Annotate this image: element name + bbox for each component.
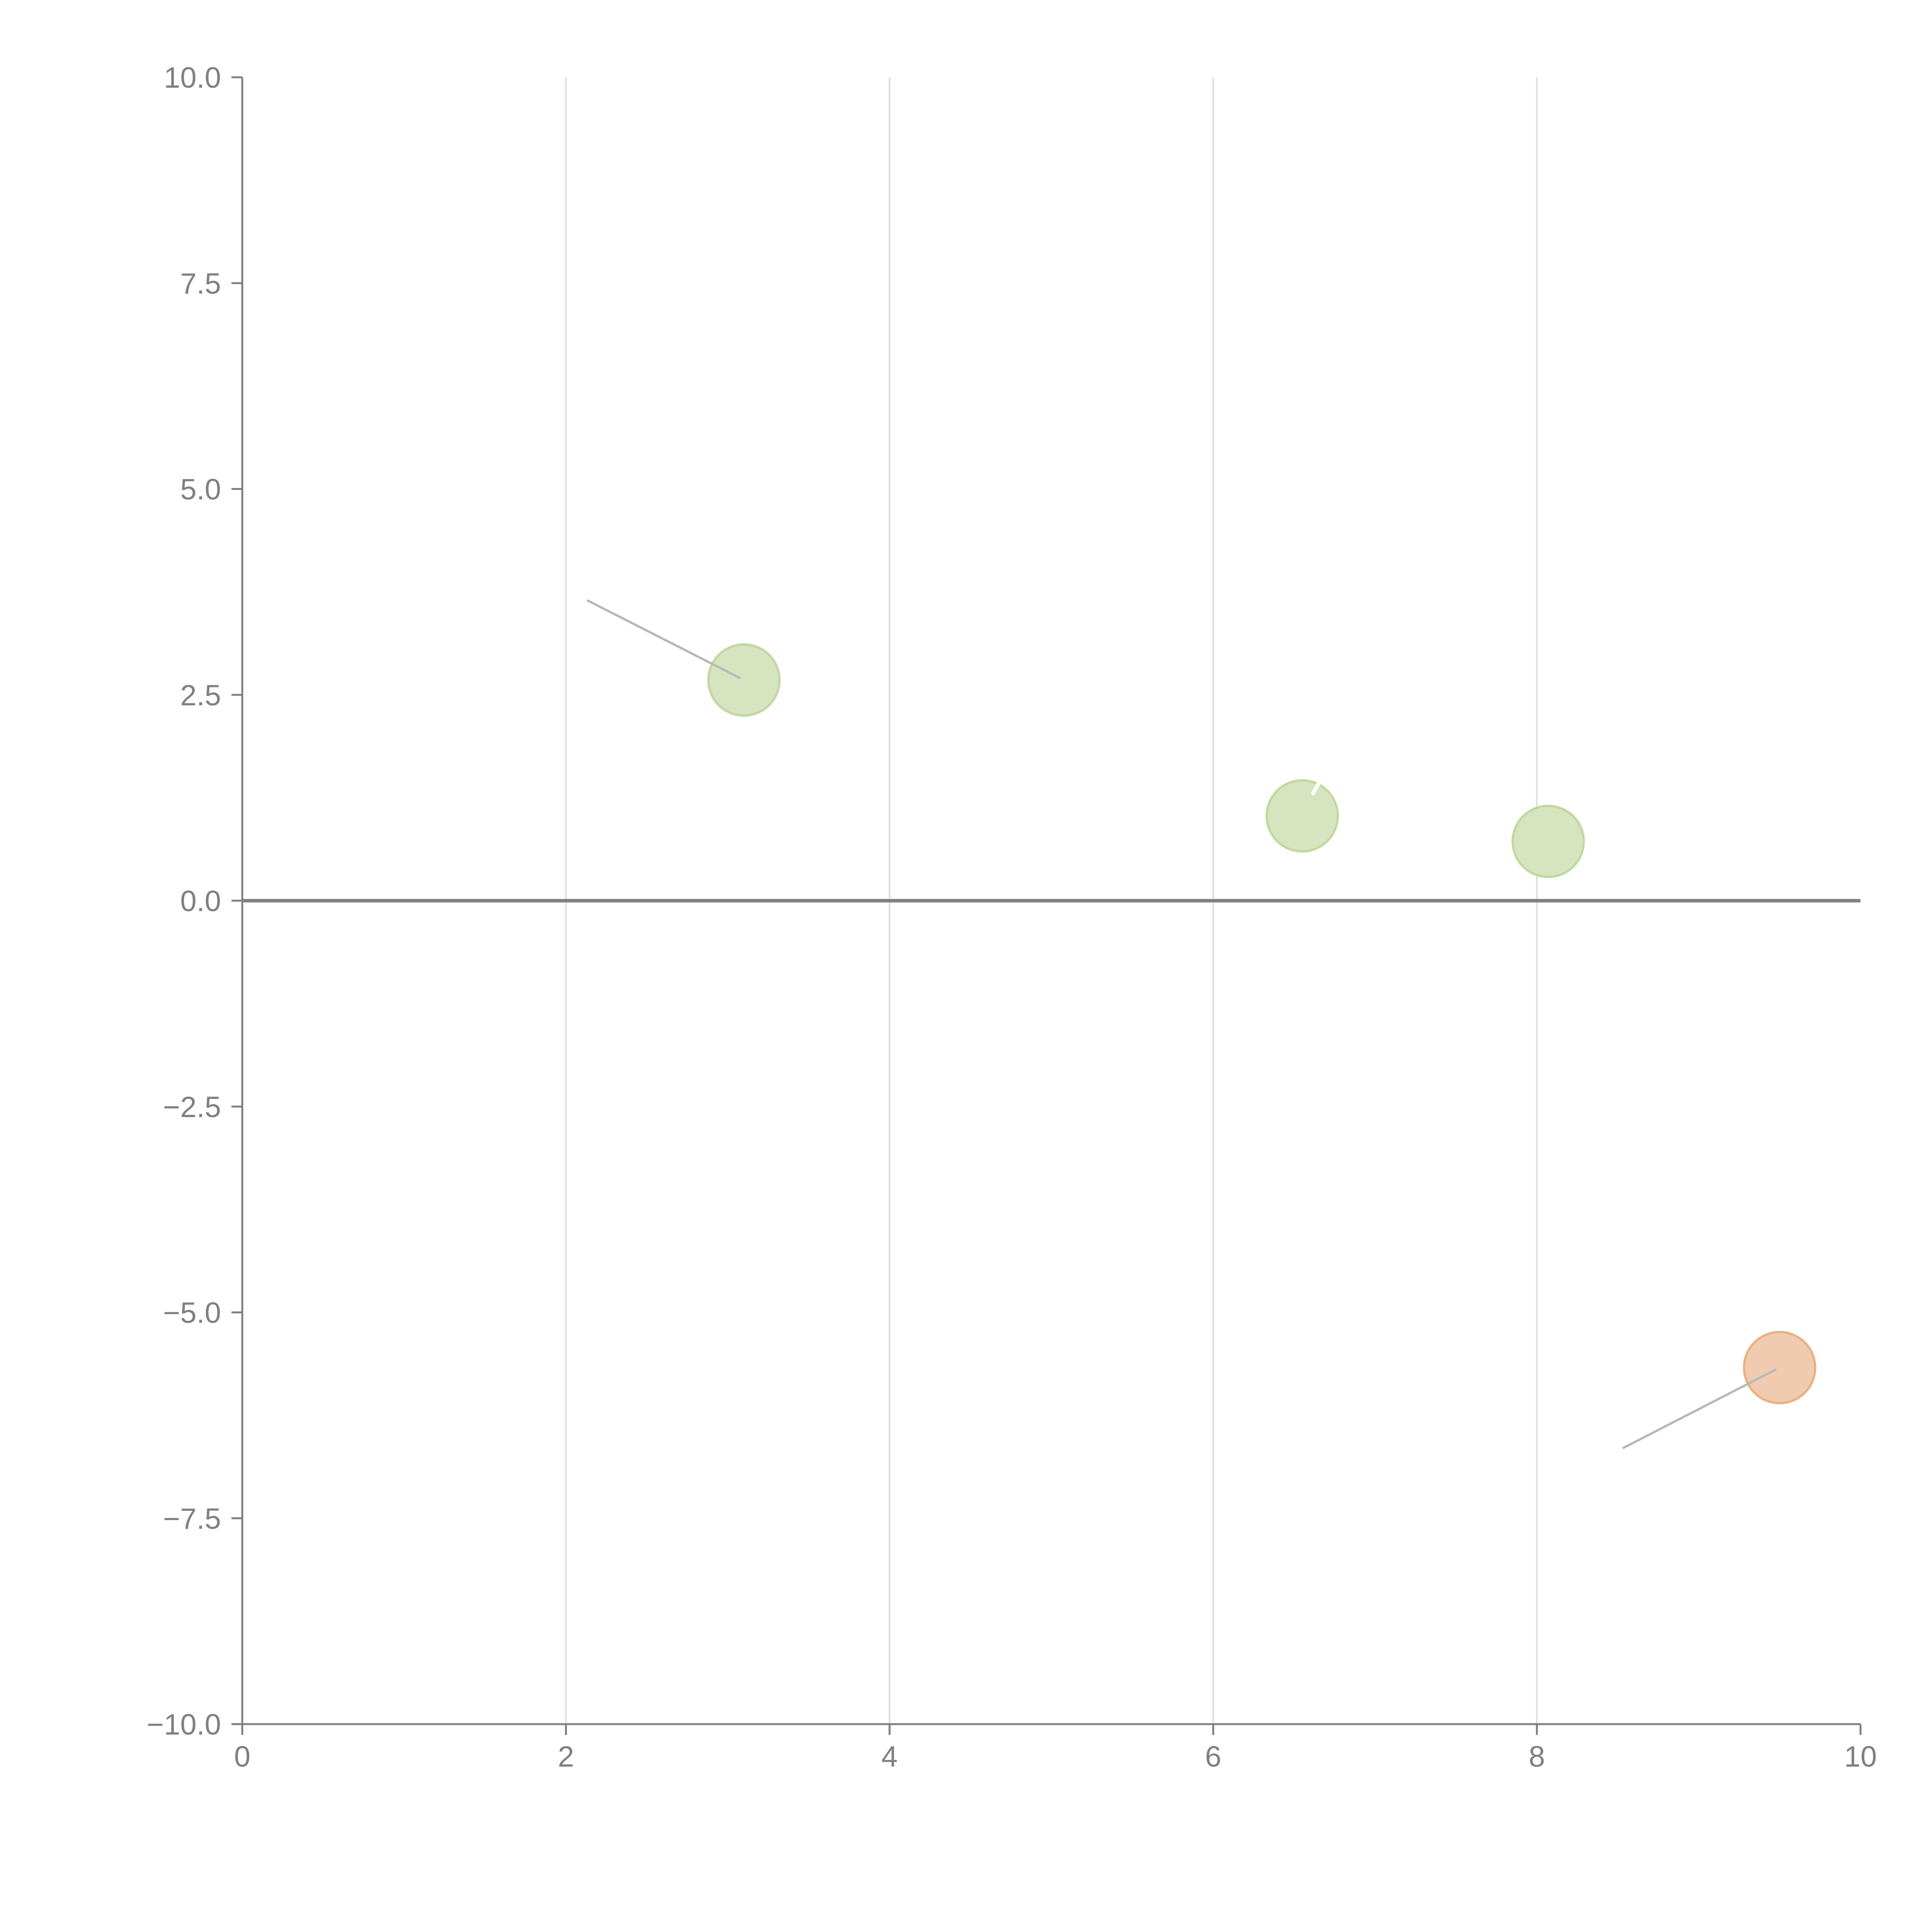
y-tick-label: −7.5 xyxy=(163,1502,221,1535)
x-tick-label: 4 xyxy=(881,1740,898,1773)
x-tick-label: 10 xyxy=(1844,1740,1877,1773)
y-tick-label: 5.0 xyxy=(180,473,221,506)
y-tick-label: 2.5 xyxy=(180,679,221,712)
leader-line-1 xyxy=(586,599,741,680)
y-tick-label: −5.0 xyxy=(163,1297,221,1330)
x-tick-label: 0 xyxy=(234,1740,250,1773)
y-tick-label: 10.0 xyxy=(164,61,221,94)
y-tick-label: −2.5 xyxy=(163,1091,221,1124)
x-tick-label: 2 xyxy=(558,1740,574,1773)
data-point-4 xyxy=(1743,1331,1816,1405)
data-point-3 xyxy=(1511,804,1585,878)
y-tick-label: −10.0 xyxy=(147,1708,221,1741)
x-tick-label: 6 xyxy=(1205,1740,1221,1773)
y-tick-label: 7.5 xyxy=(180,267,221,300)
data-point-1 xyxy=(707,643,781,717)
data-point-2 xyxy=(1265,779,1339,853)
leader-line-4 xyxy=(1622,1368,1777,1449)
point-mark-2 xyxy=(1311,780,1322,796)
x-tick-label: 8 xyxy=(1529,1740,1545,1773)
y-tick-label: 0.0 xyxy=(180,885,221,918)
mark-layer xyxy=(586,599,1816,1449)
axis-layer: 10.0 7.5 5.0 2.5 0.0 −2.5 −5.0 −7.5 −10.0 0 2 4 6 8 10 xyxy=(147,61,1877,1773)
grid-layer xyxy=(242,77,1861,1724)
